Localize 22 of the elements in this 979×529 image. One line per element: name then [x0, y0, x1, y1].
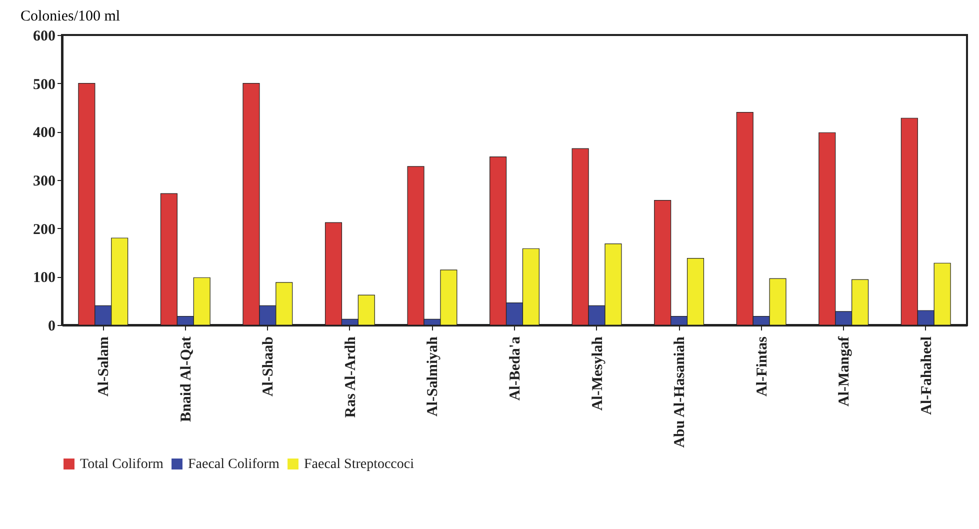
- x-tick-label: Al-Fintas: [754, 336, 770, 396]
- x-tick-label: Al-Beda'a: [508, 336, 524, 401]
- legend-label: Total Coliform: [80, 457, 164, 472]
- y-tick-label: 600: [33, 28, 56, 44]
- x-tick-label: Abu Al-Hasaniah: [672, 336, 688, 448]
- y-tick-label: 200: [33, 222, 56, 238]
- x-tick-label: Al-Salmiyah: [425, 336, 442, 417]
- y-tick-label: 100: [33, 270, 56, 286]
- x-tick-label: Bnaid Al-Qat: [178, 336, 194, 422]
- x-tick-label: Ras Al-Ardh: [342, 336, 359, 418]
- x-tick-label: Al-Mangaf: [836, 336, 853, 406]
- y-axis-title: Colonies/100 ml: [20, 8, 120, 24]
- legend-label: Faecal Coliform: [188, 457, 280, 472]
- x-tick-label: Al-Shaab: [260, 336, 277, 397]
- x-tick-label: Al-Fahaheel: [918, 336, 935, 415]
- y-tick-label: 300: [33, 174, 56, 190]
- legend-label: Faecal Streptoccoci: [304, 457, 414, 472]
- y-tick-label: 500: [33, 76, 56, 93]
- x-tick-label: Al-Mesylah: [590, 336, 606, 411]
- y-tick-label: 400: [33, 125, 56, 142]
- y-tick-label: 0: [48, 318, 56, 334]
- x-tick-label: Al-Salam: [96, 336, 112, 396]
